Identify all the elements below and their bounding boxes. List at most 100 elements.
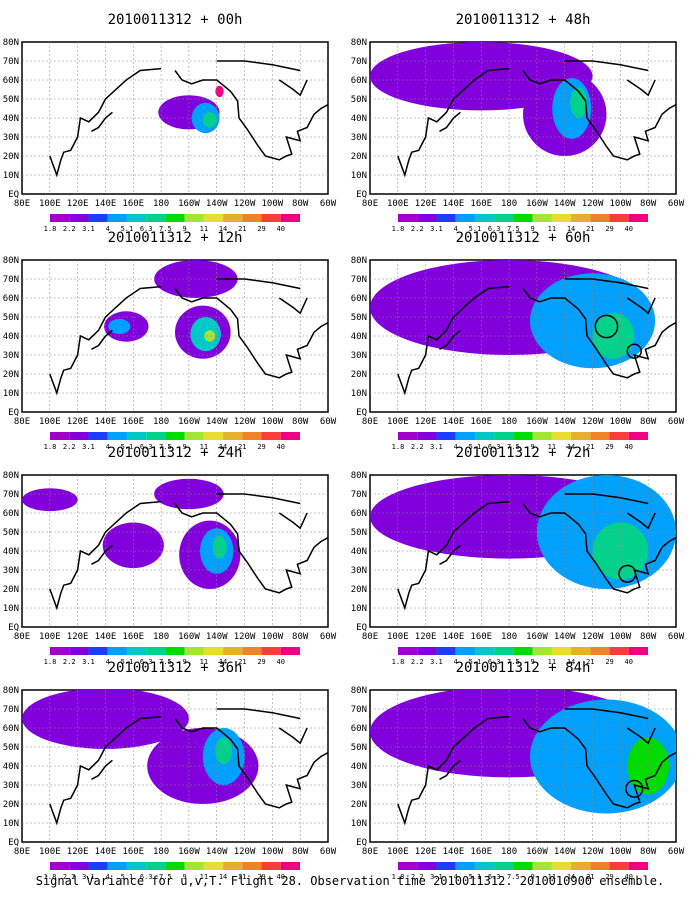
colorbar-swatch: [571, 214, 591, 222]
colorbar-label: 40: [625, 873, 633, 881]
x-tick-label: 120E: [415, 199, 437, 209]
x-tick-label: 80E: [362, 847, 378, 857]
colorbar-swatch: [532, 862, 552, 870]
y-tick-label: 50N: [351, 743, 367, 753]
colorbar-swatch: [455, 214, 475, 222]
colorbar-label: 5.1: [469, 658, 482, 666]
colorbar-swatch: [280, 214, 300, 222]
colorbar-label: 6.3: [140, 225, 153, 233]
chart-title: 2010011312 + 84h: [456, 660, 591, 676]
colorbar-swatch: [532, 432, 552, 440]
colorbar-label: 3.1: [430, 873, 443, 881]
colorbar-swatch: [513, 862, 533, 870]
colorbar-swatch: [436, 862, 456, 870]
x-tick-label: 160W: [526, 199, 548, 209]
x-tick-label: 140E: [95, 847, 117, 857]
y-tick-label: 10N: [3, 819, 19, 829]
variance-region-5: [212, 535, 227, 559]
colorbar-label: 29: [605, 443, 613, 451]
coastline-4: [626, 727, 656, 745]
y-tick-label: 60N: [351, 76, 367, 86]
y-tick-label: EQ: [8, 623, 19, 633]
map-content: [370, 260, 676, 412]
colorbar-label: 21: [238, 873, 246, 881]
colorbar-swatch: [455, 862, 475, 870]
x-tick-label: 80E: [14, 632, 30, 642]
y-tick-label: 10N: [3, 389, 19, 399]
colorbar-swatch: [88, 647, 108, 655]
colorbar-swatch: [242, 862, 262, 870]
colorbar-swatch: [261, 862, 281, 870]
x-tick-label: 120E: [67, 199, 89, 209]
colorbar-swatch: [474, 214, 495, 222]
colorbar-label: 1.8: [44, 225, 57, 233]
y-tick-label: 30N: [351, 133, 367, 143]
coastline-1: [439, 329, 461, 350]
x-tick-label: 140W: [206, 847, 228, 857]
colorbar-label: 1.8: [392, 658, 405, 666]
colorbar-swatch: [551, 214, 572, 222]
colorbar-label: 5.1: [469, 443, 482, 451]
x-tick-label: 100W: [610, 417, 632, 427]
colorbar-label: 29: [605, 873, 613, 881]
x-tick-label: 100W: [610, 632, 632, 642]
chart-title: 2010011312 + 72h: [456, 445, 591, 461]
y-tick-label: 20N: [351, 370, 367, 380]
colorbar-swatch: [223, 862, 243, 870]
coastline-2: [522, 503, 676, 594]
colorbar-label: 5.1: [121, 658, 134, 666]
x-tick-label: 140W: [554, 199, 576, 209]
colorbar-swatch: [628, 862, 648, 870]
y-tick-label: 60N: [3, 294, 19, 304]
x-tick-label: 160E: [122, 199, 144, 209]
colorbar-swatch: [146, 862, 166, 870]
chart-panel-36h: 2010011312 + 36h 80E 100E 120E 140E 160E 180 16…: [3, 660, 337, 881]
x-tick-label: 120W: [582, 632, 604, 642]
colorbar-swatch: [590, 432, 610, 440]
colorbar-label: 29: [257, 658, 265, 666]
variance-region-5: [204, 330, 216, 342]
colorbar-label: 11: [200, 658, 208, 666]
y-tick-label: EQ: [8, 838, 19, 848]
x-tick-label: 100W: [610, 847, 632, 857]
coastline-1: [91, 329, 113, 350]
colorbar-label: 21: [586, 443, 594, 451]
colorbar-swatch: [571, 432, 591, 440]
y-tick-label: 80N: [351, 256, 367, 266]
coastline-1: [91, 544, 113, 565]
colorbar-swatch: [571, 862, 591, 870]
y-tick-label: EQ: [356, 408, 367, 418]
colorbar-swatch: [88, 214, 108, 222]
x-tick-label: 80W: [640, 199, 657, 209]
y-tick-label: 40N: [351, 114, 367, 124]
colorbar-label: 29: [257, 225, 265, 233]
y-tick-label: 20N: [351, 152, 367, 162]
y-tick-label: 70N: [3, 705, 19, 715]
colorbar-swatch: [242, 214, 262, 222]
colorbar-label: 2.2: [411, 225, 424, 233]
colorbar-label: 5.1: [121, 873, 134, 881]
colorbar-label: 14: [567, 658, 575, 666]
colorbar-swatch: [107, 647, 127, 655]
colorbar-label: 9: [183, 873, 187, 881]
x-tick-label: 60W: [668, 199, 685, 209]
colorbar-label: 9: [531, 658, 535, 666]
y-tick-label: EQ: [8, 408, 19, 418]
x-tick-label: 180: [501, 632, 517, 642]
colorbar-swatch: [107, 214, 127, 222]
colorbar-swatch: [50, 432, 70, 440]
colorbar-label: 1.8: [392, 225, 405, 233]
chart-panel-48h: 2010011312 + 48h 80E 100E 120E 140E 160E 180 16…: [351, 12, 685, 233]
y-tick-label: 40N: [3, 762, 19, 772]
coastline-3: [564, 60, 649, 72]
y-tick-label: 20N: [3, 585, 19, 595]
y-tick-label: 20N: [3, 800, 19, 810]
variance-region-1: [154, 478, 224, 510]
x-tick-label: 80W: [292, 199, 309, 209]
colorbar-swatch: [107, 432, 127, 440]
colorbar-swatch: [474, 432, 495, 440]
x-tick-label: 120E: [415, 847, 437, 857]
colorbar-label: 11: [548, 873, 556, 881]
colorbar-swatch: [398, 647, 418, 655]
